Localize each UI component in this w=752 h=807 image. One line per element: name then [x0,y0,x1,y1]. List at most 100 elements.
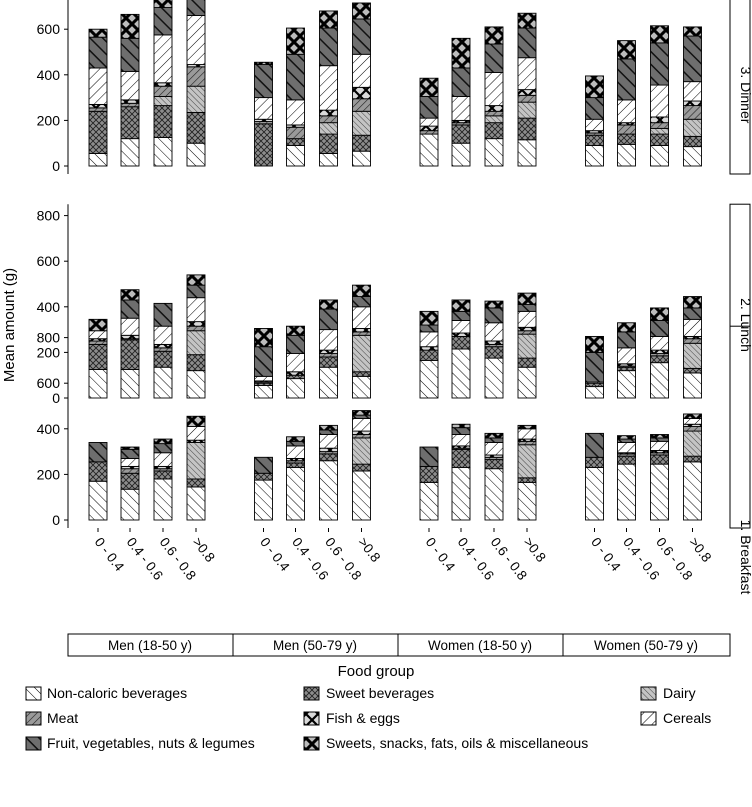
bar-segment-fruit_veg [585,432,604,458]
bar-segment-sweets [517,424,537,430]
bar-segment-fruit_veg [617,331,636,349]
group-label-men-50-79: Men (50-79 y) [273,638,357,653]
y-tick-label: 200 [37,112,61,128]
bar-segment-meat [319,353,338,358]
bar-breakfast-g2-c0 [419,446,439,521]
bar-segment-fish_eggs [419,346,439,351]
bar-lunch-g3-c1 [617,322,636,399]
bar-segment-fruit_veg [88,442,108,463]
bar-segment-fish_eggs [419,125,439,132]
bar-segment-sweet_bev [352,371,371,377]
bar-breakfast-g1-c3 [352,410,371,521]
bar-segment-fruit_veg [352,18,371,55]
bar-lunch-g3-c2 [650,307,669,399]
x-tick-labels: 0 - 0.40.4 - 0.60.6 - 0.8>0.8 0 - 0.40.4 … [92,528,714,583]
bar-segment-fish_eggs [88,103,108,109]
bar-segment-dairy [186,442,206,480]
bar-dinner-g3-c1 [617,40,636,167]
bar-segment-fish_eggs [484,340,504,345]
bar-segment-sweets [352,284,371,297]
bar-segment-cereals [517,57,537,91]
bar-segment-sweets [319,299,338,310]
bar-lunch-g0-c1 [120,289,140,399]
bar-segment-fish_eggs [650,349,669,354]
y-tick-label: 800 [37,208,61,224]
bar-segment-sweets [451,423,471,429]
panel-strip-box-dinner [729,0,751,175]
bar-segment-cereals [319,65,338,111]
bar-segment-meat [88,107,108,112]
bar-segment-fish_eggs [484,105,504,112]
bar-segment-sweet_bev [650,355,669,364]
bar-segment-noncaloric [451,467,471,521]
bar-segment-sweet_bev [319,356,338,368]
bar-breakfast-g1-c0 [254,456,273,521]
bar-lunch-g1-c1 [286,325,305,399]
bar-segment-noncaloric [153,137,173,167]
bar-breakfast-g2-c3 [517,424,537,521]
bar-segment-sweets [484,432,504,439]
bar-segment-sweet_bev [186,111,206,144]
x-axis-label: Food group [338,663,415,680]
bar-segment-cereals [120,70,140,101]
bar-segment-noncaloric [585,467,604,521]
bar-segment-fruit_veg [286,53,305,101]
bar-segment-cereals [352,53,371,88]
bar-segment-sweets [319,10,338,29]
bar-segment-sweet_bev [286,462,305,469]
bar-segment-fish_eggs [517,89,537,96]
bar-segment-meat [683,105,702,120]
bar-segment-cereals [254,97,273,120]
bar-breakfast-g0-c2 [153,438,173,521]
bar-segment-noncaloric [617,463,636,521]
legend-label-sweets: Sweets, snacks, fats, oils & miscellaneo… [326,735,588,751]
bar-segment-cereals [484,442,504,456]
panel-label-breakfast: 1. Breakfast [738,520,752,595]
bar-lunch-g2-c2 [484,300,504,399]
bar-breakfast-g3-c3 [683,413,702,521]
bar-segment-fish_eggs [451,332,471,337]
bar-segment-cereals [517,310,537,328]
bar-segment-fruit_veg [186,284,206,299]
bar-lunch-g2-c0 [419,310,439,399]
bar-dinner-g1-c0 [254,61,273,167]
bar-segment-meat [319,115,338,124]
bar-segment-sweet_bev [617,133,636,145]
y-tick-label: 400 [37,421,61,437]
bar-segment-fruit_veg [451,427,471,435]
bar-segment-sweets [88,318,108,332]
bar-segment-sweets [419,310,439,326]
bar-segment-sweet_bev [254,123,273,167]
bar-segment-fruit_veg [419,446,439,467]
bar-segment-cereals [153,325,173,345]
bar-segment-sweets [120,13,140,39]
bar-lunch-g3-c0 [585,335,604,399]
bar-segment-sweet_bev [352,134,371,152]
bar-segment-sweets [683,296,702,309]
bar-segment-dairy [352,334,371,373]
bar-segment-sweet_bev [617,366,636,372]
bar-lunch-g1-c0 [254,328,273,399]
bar-segment-cereals [88,330,108,340]
legend-label-sweet-bev: Sweet beverages [326,685,434,701]
bar-segment-fruit_veg [352,414,371,419]
bar-segment-sweet_bev [617,455,636,465]
bar-segment-noncaloric [186,370,206,399]
bar-dinner-g1-c3 [352,2,371,167]
y-tick-label: 400 [37,67,61,83]
bar-segment-sweets [286,325,305,336]
bar-segment-fruit_veg [286,334,305,354]
bar-dinner-g1-c1 [286,27,305,167]
bar-segment-sweets [153,0,173,8]
bar-segment-sweet_bev [484,459,504,470]
bar-segment-cereals [120,317,140,336]
bar-segment-noncaloric [419,359,439,399]
bar-breakfast-g1-c2 [319,424,338,521]
bar-lunch-g2-c3 [517,292,537,399]
bar-segment-sweets [352,410,371,416]
x-tick-label: 0 - 0.4 [92,535,128,575]
bar-segment-cereals [186,15,206,65]
x-tick-label: 0 - 0.4 [423,535,459,575]
bar-segment-fish_eggs [517,326,537,332]
bar-segment-fruit_veg [650,437,669,442]
